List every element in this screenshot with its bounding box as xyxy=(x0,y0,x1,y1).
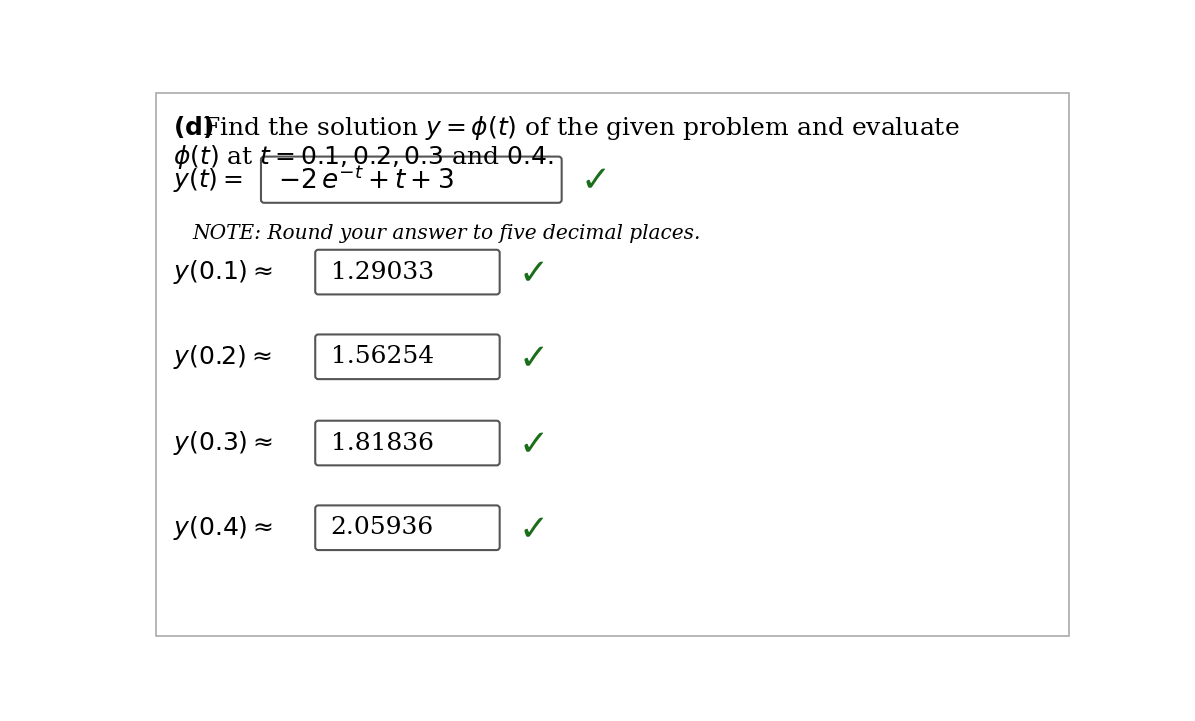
FancyBboxPatch shape xyxy=(315,420,500,465)
FancyBboxPatch shape xyxy=(261,156,562,203)
FancyBboxPatch shape xyxy=(315,505,500,550)
Text: 1.81836: 1.81836 xyxy=(331,432,434,454)
Text: $\checkmark$: $\checkmark$ xyxy=(581,163,607,197)
Text: $y(0.4) \approx$: $y(0.4) \approx$ xyxy=(172,514,272,541)
Text: 1.56254: 1.56254 xyxy=(331,345,434,368)
Text: $\checkmark$: $\checkmark$ xyxy=(519,426,545,460)
FancyBboxPatch shape xyxy=(315,249,500,294)
Text: Find the solution $y = \phi(t)$ of the given problem and evaluate: Find the solution $y = \phi(t)$ of the g… xyxy=(202,114,960,142)
Text: $y(t) =$: $y(t) =$ xyxy=(172,166,243,194)
Text: $y(0.1) \approx$: $y(0.1) \approx$ xyxy=(172,258,272,286)
Text: 1.29033: 1.29033 xyxy=(331,260,434,283)
Text: $\phi(t)$ at $t = 0.1, 0.2, 0.3$ and $0.4.$: $\phi(t)$ at $t = 0.1, 0.2, 0.3$ and $0.… xyxy=(172,143,553,171)
Text: $y(0.3) \approx$: $y(0.3) \approx$ xyxy=(172,429,272,457)
FancyBboxPatch shape xyxy=(315,335,500,379)
FancyBboxPatch shape xyxy=(155,93,1068,635)
Text: $\mathbf{(d)}$: $\mathbf{(d)}$ xyxy=(172,114,213,141)
Text: NOTE: Round your answer to five decimal places.: NOTE: Round your answer to five decimal … xyxy=(192,224,700,242)
Text: $y(0.2) \approx$: $y(0.2) \approx$ xyxy=(172,342,271,371)
Text: $-2\,e^{-t} + t + 3$: $-2\,e^{-t} + t + 3$ xyxy=(278,166,454,194)
Text: $\checkmark$: $\checkmark$ xyxy=(519,255,545,289)
Text: $\checkmark$: $\checkmark$ xyxy=(519,340,545,373)
Text: 2.05936: 2.05936 xyxy=(331,516,434,539)
Text: $\checkmark$: $\checkmark$ xyxy=(519,510,545,545)
